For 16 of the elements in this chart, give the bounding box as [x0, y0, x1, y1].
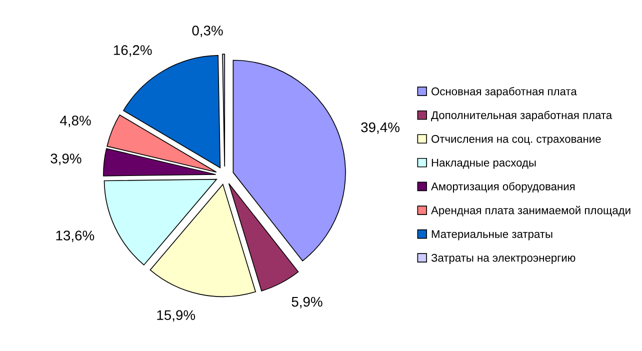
- data-label: 4,8%: [60, 116, 91, 128]
- legend-label: Отчисления на соц. страхование: [432, 134, 601, 146]
- legend-label: Основная заработная плата: [432, 87, 577, 98]
- data-label: 0,3%: [192, 26, 223, 38]
- data-label: 3,9%: [50, 154, 82, 166]
- data-label: 39,4%: [361, 122, 400, 134]
- legend-label: Арендная плата занимаемой площади: [431, 206, 630, 216]
- data-label: 13,6%: [56, 230, 94, 242]
- data-label: 16,2%: [114, 45, 152, 57]
- data-label: 15,9%: [157, 310, 196, 322]
- data-label: 5,9%: [292, 296, 322, 308]
- legend-label: Материальные затраты: [432, 230, 552, 240]
- legend-label: Дополнительная заработная плата: [431, 110, 612, 122]
- legend-label: Амортизация оборудования: [431, 182, 575, 193]
- legend-label: Накладные расходы: [432, 158, 536, 169]
- legend-label: Затраты на электроэнергию: [431, 254, 576, 264]
